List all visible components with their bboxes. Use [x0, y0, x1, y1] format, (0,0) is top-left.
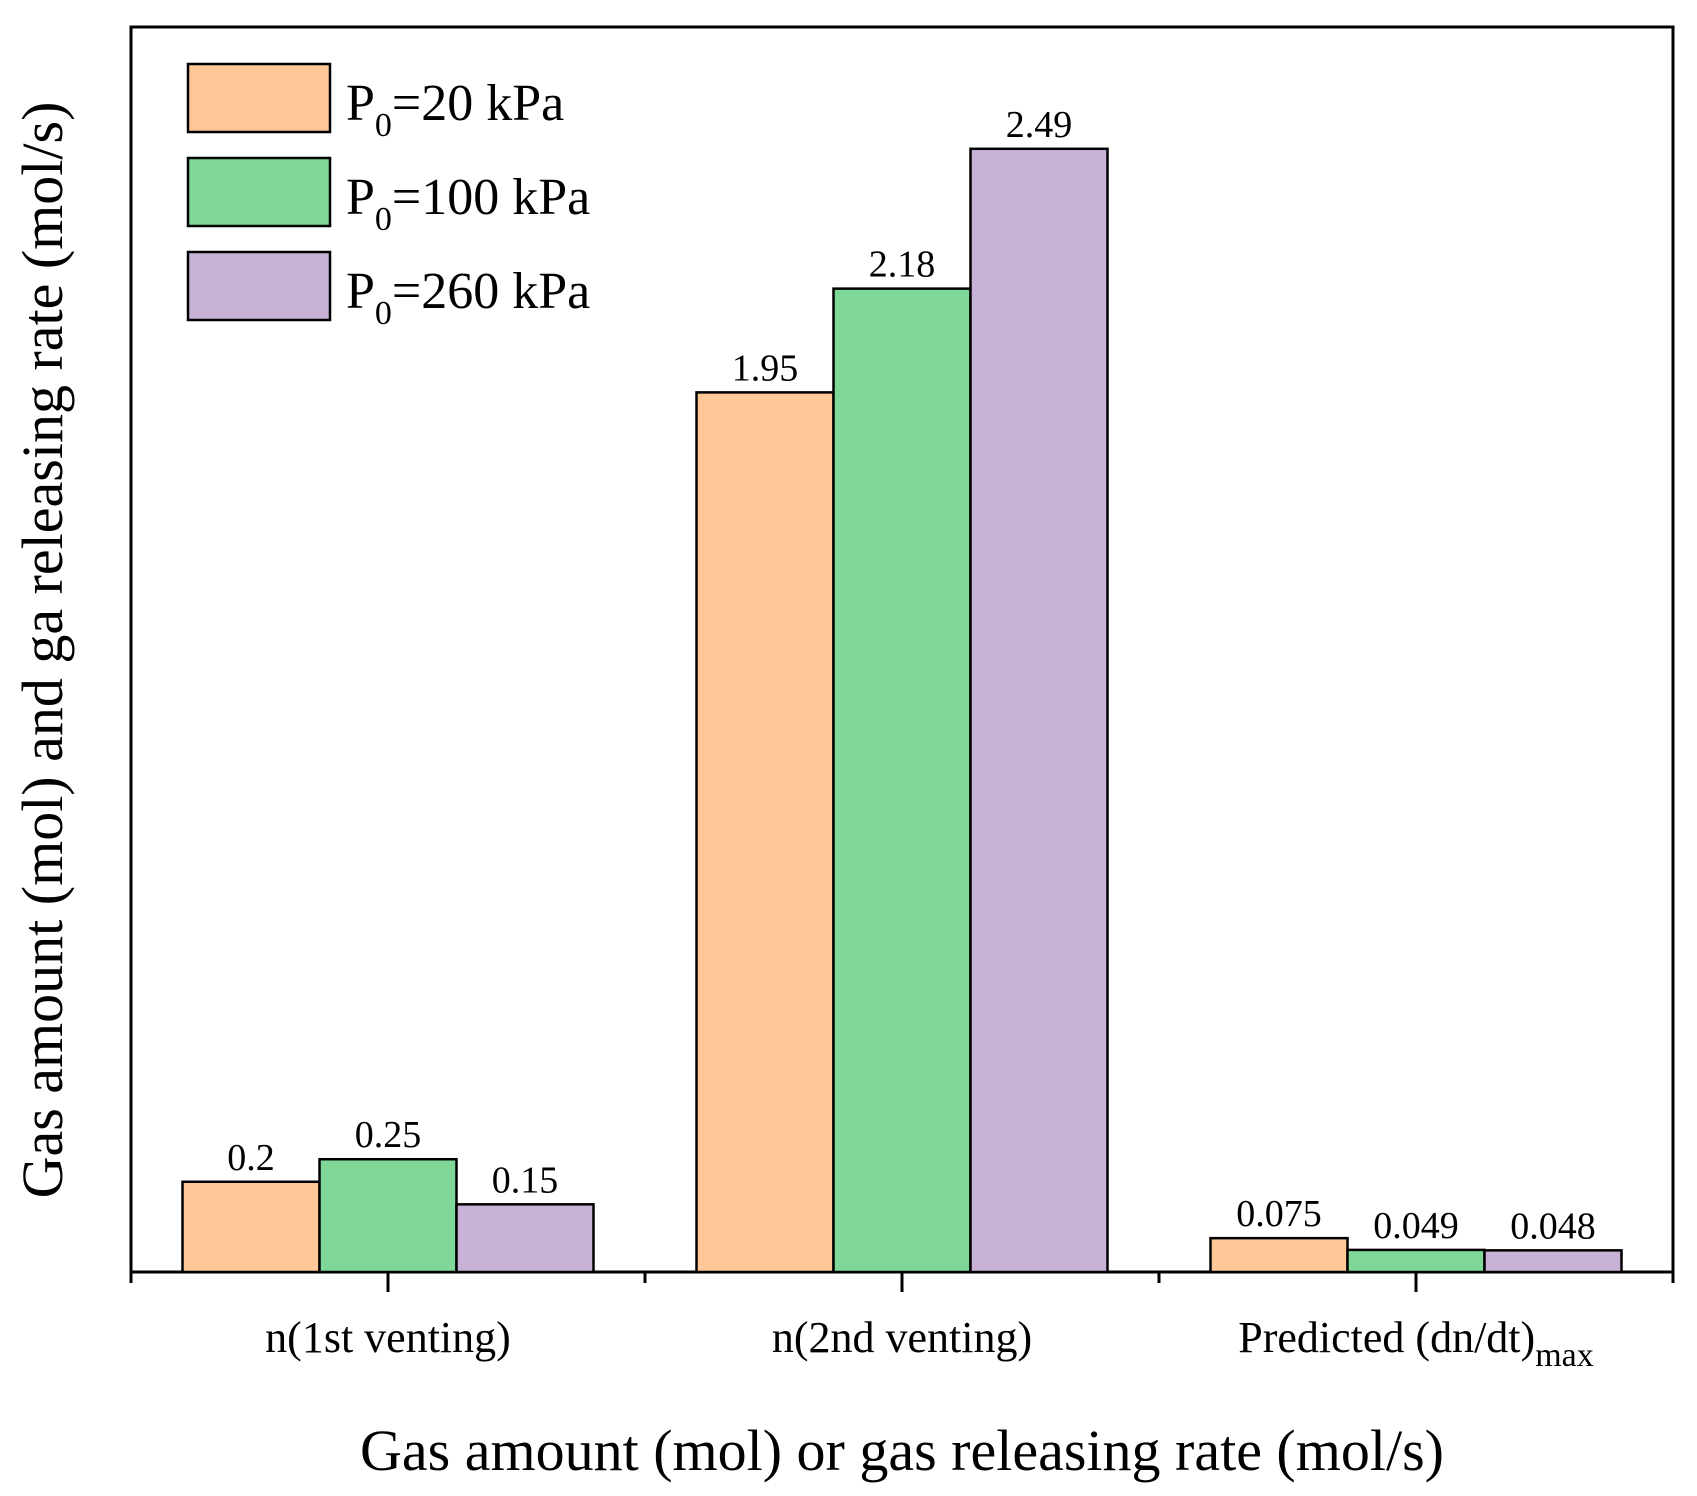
bar-2-2	[1483, 1249, 1623, 1274]
data-label-0-0: 0.2	[227, 1137, 275, 1179]
bar-2-1	[1346, 1248, 1486, 1274]
data-label-0-1: 0.25	[355, 1114, 422, 1156]
x-tick-label-2: Predicted (dn/dt)max	[1238, 1313, 1593, 1374]
legend-suffix-0: =20 kPa	[392, 75, 564, 132]
legend-prefix-1: P	[346, 169, 375, 226]
x-tick-label-1: n(2nd venting)	[772, 1313, 1032, 1362]
y-axis-title: Gas amount (mol) and ga releasing rate (…	[10, 102, 75, 1199]
bar-0-0	[181, 1180, 321, 1274]
bar-0-1	[318, 1157, 458, 1274]
x-tick-label-main-2: Predicted (dn/dt)	[1238, 1313, 1535, 1362]
data-label-2-1: 0.049	[1373, 1205, 1459, 1247]
x-tick-labels: n(1st venting) n(2nd venting) Predicted (d…	[265, 1313, 1594, 1374]
legend-suffix-1: =100 kPa	[392, 169, 590, 226]
legend-label-2: P0=260 kPa	[346, 263, 590, 332]
legend-prefix-2: P	[346, 263, 375, 320]
bar-1-0	[695, 391, 835, 1274]
legend-sub-0: 0	[375, 107, 392, 144]
legend-swatch-1	[186, 156, 332, 228]
legend-label-0: P0=20 kPa	[346, 75, 564, 144]
data-labels-group: 0.2 0.25 0.15 1.95 2.18 2.49 0.075 0.049 0.048	[227, 104, 1596, 1248]
legend-sub-1: 0	[375, 201, 392, 238]
x-tick-label-sub-2: max	[1535, 1337, 1594, 1374]
bar-1-1	[832, 287, 972, 1274]
data-label-1-2: 2.49	[1006, 104, 1073, 146]
x-tick-label-main-1: n(2nd venting)	[772, 1313, 1032, 1362]
data-label-2-2: 0.048	[1510, 1205, 1596, 1247]
legend-swatch-2	[186, 250, 332, 322]
x-tick-label-main-0: n(1st venting)	[265, 1313, 511, 1362]
data-label-0-2: 0.15	[492, 1159, 559, 1201]
legend-label-1: P0=100 kPa	[346, 169, 590, 238]
data-label-1-1: 2.18	[869, 244, 936, 286]
legend-prefix-0: P	[346, 75, 375, 132]
data-label-2-0: 0.075	[1236, 1193, 1322, 1235]
data-label-1-0: 1.95	[732, 347, 799, 389]
legend-sub-2: 0	[375, 295, 392, 332]
bar-2-0	[1209, 1236, 1349, 1274]
bar-0-2	[455, 1203, 595, 1274]
x-axis-ticks	[129, 1272, 1675, 1292]
x-tick-label-0: n(1st venting)	[265, 1313, 511, 1362]
legend-suffix-2: =260 kPa	[392, 263, 590, 320]
legend-swatch-0	[186, 62, 332, 134]
bar-1-2	[969, 147, 1109, 1274]
x-axis-title: Gas amount (mol) or gas releasing rate (…	[360, 1418, 1444, 1483]
